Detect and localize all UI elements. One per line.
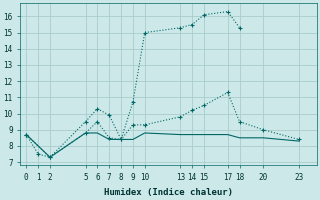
X-axis label: Humidex (Indice chaleur): Humidex (Indice chaleur) (104, 188, 233, 197)
